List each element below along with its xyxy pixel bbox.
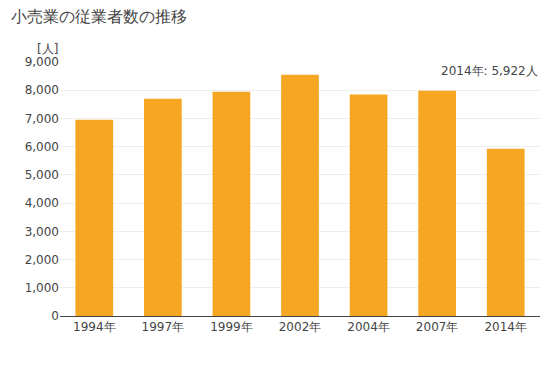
svg-text:6,000: 6,000: [25, 140, 59, 154]
svg-text:7,000: 7,000: [25, 112, 59, 126]
svg-text:小売業の従業者数の推移: 小売業の従業者数の推移: [11, 7, 187, 26]
svg-text:1,000: 1,000: [25, 281, 59, 295]
svg-text:2014年: 2014年: [484, 320, 527, 334]
svg-text:2004年: 2004年: [347, 320, 390, 334]
svg-text:1994年: 1994年: [73, 320, 116, 334]
svg-text:[人]: [人]: [37, 42, 58, 56]
svg-text:1999年: 1999年: [210, 320, 253, 334]
svg-text:2007年: 2007年: [416, 320, 459, 334]
svg-text:5,000: 5,000: [25, 168, 59, 182]
svg-text:9,000: 9,000: [25, 55, 59, 69]
svg-text:2014年: 5,922人: 2014年: 5,922人: [441, 64, 538, 78]
svg-text:0: 0: [51, 309, 59, 323]
svg-text:2002年: 2002年: [279, 320, 322, 334]
svg-text:4,000: 4,000: [25, 196, 59, 210]
svg-text:3,000: 3,000: [25, 225, 59, 239]
svg-text:8,000: 8,000: [25, 83, 59, 97]
svg-text:1997年: 1997年: [142, 320, 185, 334]
svg-text:2,000: 2,000: [25, 253, 59, 267]
